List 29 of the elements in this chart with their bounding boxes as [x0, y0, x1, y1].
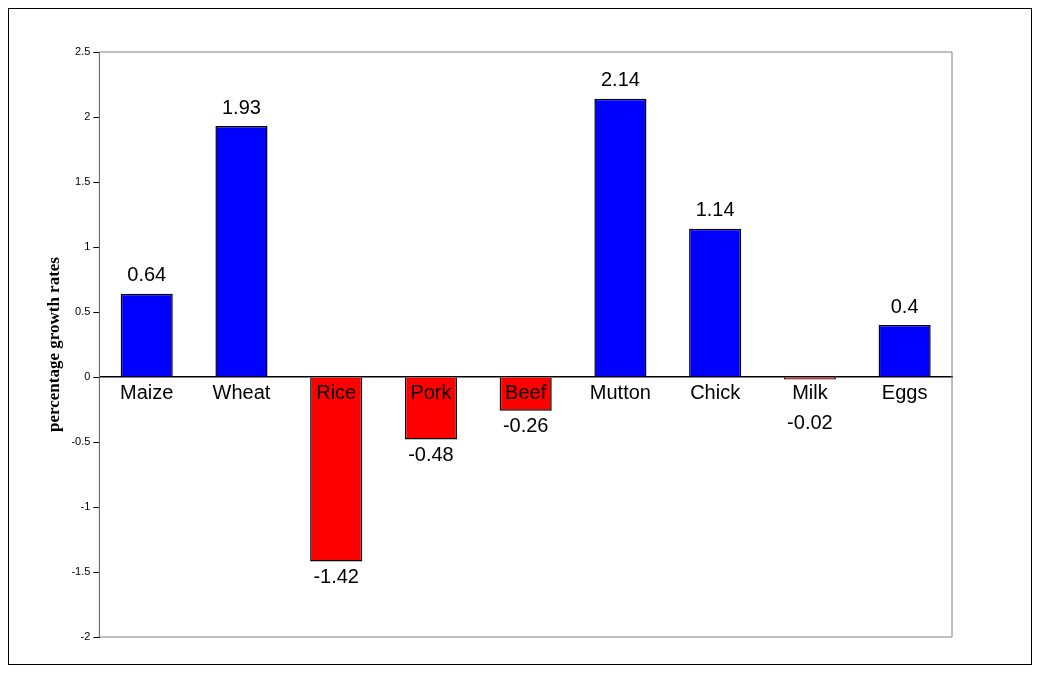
data-label: -0.02: [787, 411, 833, 434]
data-label: 1.14: [695, 198, 735, 221]
y-tick-label: 1: [84, 240, 91, 253]
y-tick-label: 2.5: [75, 45, 91, 58]
y-tick-label: 0.5: [75, 305, 91, 318]
data-label: 0.64: [127, 263, 167, 286]
data-label: -1.42: [313, 565, 359, 588]
y-tick-label: 0: [84, 370, 91, 383]
x-tick-label: Wheat: [212, 380, 271, 403]
data-label: -0.26: [502, 414, 549, 437]
x-tick-label: Milk: [792, 380, 829, 403]
y-axis-title: percentage growth rates: [43, 256, 63, 432]
y-tick-label: 2: [84, 110, 91, 123]
data-label: 0.4: [890, 294, 919, 317]
x-tick-label: Mutton: [589, 380, 651, 403]
y-tick-label: 1.5: [75, 175, 91, 188]
x-tick-label: Pork: [410, 380, 453, 403]
y-tick-label: -0.5: [71, 435, 91, 448]
data-label: 1.93: [221, 95, 261, 118]
x-tick-label: Beef: [505, 380, 547, 403]
y-tick-label: -1.5: [71, 565, 91, 578]
x-tick-label: Rice: [316, 380, 357, 403]
data-label: 2.14: [600, 68, 640, 91]
data-label: -0.48: [408, 442, 454, 465]
y-tick-label: -2: [80, 630, 91, 643]
x-tick-label: Eggs: [881, 380, 928, 403]
x-tick-label: Maize: [120, 380, 174, 403]
x-tick-label: Chick: [690, 380, 742, 403]
y-tick-label: -1: [80, 500, 91, 513]
